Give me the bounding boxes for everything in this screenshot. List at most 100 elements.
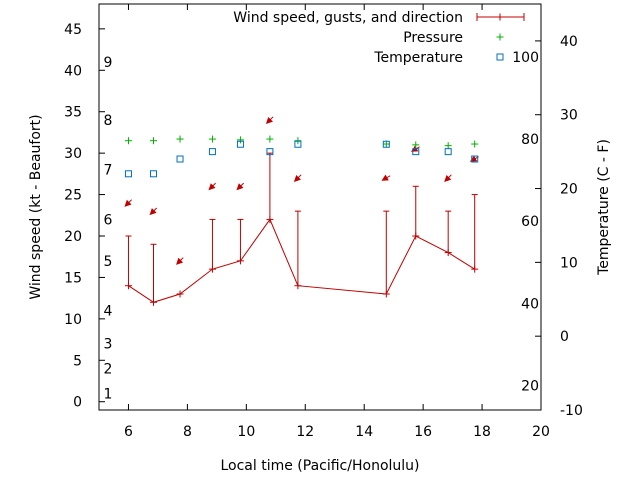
x-tick-label: 20 [532, 424, 550, 440]
temperature-point [412, 148, 420, 156]
y-tick-label: 20 [64, 229, 82, 245]
wind-speed-point [150, 298, 158, 306]
pressure-point [444, 142, 452, 150]
fahrenheit-label: 100 [512, 50, 539, 66]
y2-tick-label: 40 [560, 34, 578, 50]
x-tick-label: 16 [414, 424, 432, 440]
x-axis-label: Local time (Pacific/Honolulu) [220, 458, 419, 474]
y2-tick-label: 20 [560, 182, 578, 198]
wind-direction-arrow [149, 207, 158, 216]
wind-direction-head [444, 174, 452, 182]
wind-direction-arrow [381, 174, 391, 181]
legend-label-pressure: Pressure [403, 30, 463, 46]
pressure-point [124, 137, 132, 145]
y-axis-label: Wind speed (kt - Beaufort) [28, 114, 44, 299]
wind-speed-point [412, 232, 420, 240]
x-tick-label: 10 [237, 424, 255, 440]
temperature-point [176, 155, 184, 163]
y2-axis-label: Temperature (C - F) [596, 139, 612, 276]
beaufort-label: 1 [104, 386, 113, 402]
pressure-point [471, 140, 479, 148]
wind-direction-head [149, 208, 157, 216]
wind-speed-point [208, 265, 216, 273]
y-tick-label: 0 [73, 395, 82, 411]
pressure-point [236, 136, 244, 144]
y-tick-label: 45 [64, 22, 82, 38]
legend-wind-point [496, 13, 504, 21]
wind-speed-point [294, 282, 302, 290]
pressure-point [294, 137, 302, 145]
temperature-point [382, 140, 390, 148]
temperature-point [124, 170, 132, 178]
wind-direction-arrow [176, 257, 184, 265]
wind-direction-head [293, 174, 301, 182]
axis-ticks [99, 4, 542, 411]
fahrenheit-label: 40 [521, 297, 539, 313]
wind-direction-arrow [124, 199, 133, 207]
temperature-point [208, 148, 216, 156]
pressure-point [266, 135, 274, 143]
y-tick-label: 25 [64, 188, 82, 204]
y-tick-label: 30 [64, 146, 82, 162]
wind-speed-point [236, 257, 244, 265]
y2-tick-label: 10 [560, 255, 578, 271]
beaufort-label: 3 [104, 337, 113, 353]
wind-speed-point [176, 290, 184, 298]
wind-direction-head [381, 174, 389, 181]
pressure-point [412, 141, 420, 149]
pressure-point [150, 137, 158, 145]
wind-direction-head [124, 199, 132, 207]
legend-key-pressure [496, 33, 504, 41]
wind-direction-arrow [293, 174, 302, 182]
wind-speed-point [382, 290, 390, 298]
x-tick-label: 14 [355, 424, 373, 440]
beaufort-label: 6 [104, 212, 113, 228]
y2-tick-label: 0 [560, 329, 569, 345]
axis-tick-labels: 6 8 10 12 14 16 18 20051015202530354045-1001020… [64, 22, 583, 440]
pressure-point [176, 135, 184, 143]
y-tick-label: 5 [73, 353, 82, 369]
wind-direction-head [236, 183, 244, 191]
wind-direction-arrow [444, 174, 452, 182]
temperature-point [294, 140, 302, 148]
beaufort-label: 8 [104, 113, 113, 129]
x-tick-label: 6 [124, 424, 133, 440]
legend: Wind speed, gusts, and direction Pressur… [233, 10, 525, 66]
fahrenheit-label: 60 [521, 214, 539, 230]
legend-key-temperature [496, 53, 504, 61]
beaufort-label: 2 [104, 362, 113, 378]
pressure-point [208, 135, 216, 143]
temperature-point [266, 148, 274, 156]
temperature-point [471, 155, 479, 163]
temperature-point [150, 170, 158, 178]
legend-pressure-point [496, 33, 504, 41]
y-tick-label: 15 [64, 270, 82, 286]
wind-direction-arrow [236, 182, 244, 191]
beaufort-label: 5 [104, 254, 113, 270]
temperature-point [236, 140, 244, 148]
fahrenheit-label: 80 [521, 132, 539, 148]
wind-direction-arrow [208, 182, 216, 191]
y2-tick-label: 30 [560, 108, 578, 124]
plot-frame [98, 3, 542, 411]
x-tick-label: 8 [183, 424, 192, 440]
data-marks [124, 116, 479, 306]
secondary-scale-labels: 1 2 3 4 5 6 7 8 9 20 40 60 80 100 [104, 50, 539, 402]
temperature-point [444, 148, 452, 156]
beaufort-label: 9 [104, 55, 113, 71]
y-tick-label: 35 [64, 105, 82, 121]
legend-label-wind: Wind speed, gusts, and direction [233, 10, 463, 26]
legend-temperature-point [496, 53, 504, 61]
x-tick-label: 12 [296, 424, 314, 440]
wind-speed-point [266, 215, 274, 223]
wind-direction-head [176, 257, 184, 265]
y-tick-label: 10 [64, 312, 82, 328]
wind-direction-head [265, 116, 273, 124]
y2-tick-label: -10 [560, 403, 583, 419]
wind-direction-head [208, 183, 216, 191]
legend-key-wind [476, 13, 525, 21]
legend-label-temperature: Temperature [373, 50, 463, 66]
wind-speed-point [471, 265, 479, 273]
wind-speed-point [124, 282, 132, 290]
